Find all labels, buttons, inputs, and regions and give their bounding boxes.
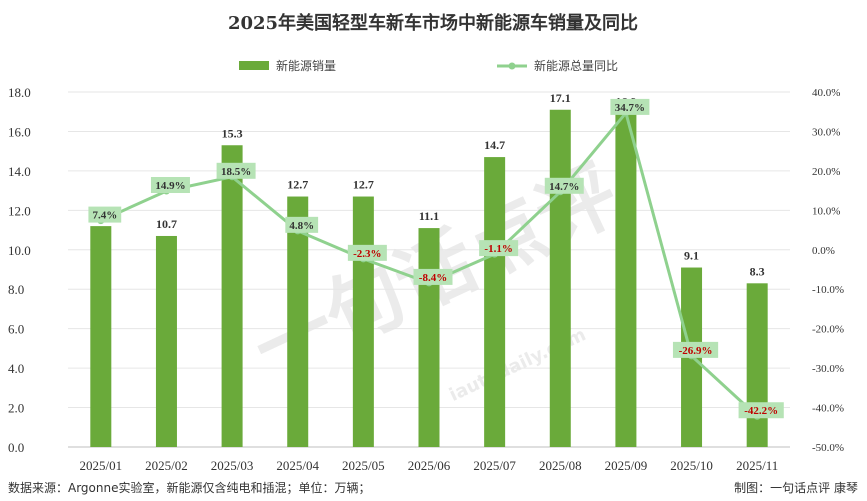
line-label: 4.8% (285, 216, 319, 233)
y-left-tick: 0.0 (8, 440, 24, 455)
chart-title: 2025年美国轻型车新车市场中新能源车销量及同比 (228, 12, 638, 34)
line-label-bg (672, 341, 719, 358)
x-tick: 2025/10 (670, 458, 713, 473)
line-label-text: -1.1% (484, 243, 512, 255)
bar (484, 157, 506, 448)
y-right-tick: 40.0% (812, 87, 840, 99)
y-axis-left: 0.0 2.0 4.0 6.0 8.0 10.0 12.0 14.0 16.0 18.0 (8, 85, 31, 455)
bar (287, 196, 309, 447)
bar-label: 14.7 (484, 138, 505, 152)
line-label-bg (150, 177, 190, 194)
bar (155, 235, 177, 447)
y-right-tick: -30.0% (812, 363, 844, 375)
footer-credit: 制图：一句话点评 康琴 (734, 480, 858, 495)
bar-label: 9.1 (684, 249, 699, 263)
line-label-bg (413, 268, 453, 285)
x-tick: 2025/07 (473, 458, 516, 473)
y-right-tick: 30.0% (812, 126, 840, 138)
line-label-text: -8.4% (419, 272, 447, 284)
bar (615, 113, 637, 447)
y-left-tick: 6.0 (8, 322, 24, 337)
line-label: -8.4% (413, 268, 453, 285)
x-tick: 2025/06 (408, 458, 451, 473)
x-tick: 2025/09 (605, 458, 648, 473)
legend-line-label: 新能源总量同比 (534, 58, 618, 73)
y-left-tick: 14.0 (8, 164, 31, 179)
line-label: 14.7% (544, 177, 584, 194)
line-label: -2.3% (347, 244, 387, 261)
x-tick: 2025/01 (80, 458, 123, 473)
line-label-text: 34.7% (615, 102, 645, 114)
line-label: 18.5% (216, 162, 256, 179)
bar (549, 109, 571, 447)
line-label: 14.9% (150, 177, 190, 194)
x-tick: 2025/11 (736, 458, 778, 473)
line-label-bg (88, 206, 122, 223)
legend: 新能源销量 新能源总量同比 (239, 58, 618, 73)
x-tick: 2025/08 (539, 458, 582, 473)
line-label-bg (610, 98, 650, 115)
line-label-text: -26.9% (679, 345, 713, 357)
bar-label: 12.7 (287, 178, 308, 192)
y-left-tick: 8.0 (8, 282, 24, 297)
y-right-tick: -40.0% (812, 403, 844, 415)
x-tick: 2025/03 (211, 458, 254, 473)
bar (221, 145, 243, 447)
bar-label: 11.1 (419, 209, 439, 223)
line-label-text: -42.2% (744, 405, 778, 417)
bar-label: 10.7 (156, 217, 177, 231)
y-right-tick: 20.0% (812, 166, 840, 178)
x-axis: 2025/01 2025/02 2025/03 2025/04 2025/05 2025/… (80, 458, 779, 473)
line-label-text: 7.4% (92, 210, 117, 222)
y-left-tick: 10.0 (8, 243, 31, 258)
y-left-tick: 18.0 (8, 85, 31, 100)
line-label-bg (738, 402, 784, 419)
legend-bar-swatch (239, 61, 269, 70)
bar (746, 283, 768, 447)
line-label-bg (544, 177, 584, 194)
x-tick: 2025/04 (276, 458, 319, 473)
footer-source: 数据来源：Argonne实验室，新能源仅含纯电和插混；单位：万辆； (8, 480, 371, 495)
line-label: 7.4% (88, 206, 122, 223)
line-label-text: -2.3% (353, 248, 381, 260)
line-label-text: 18.5% (221, 166, 251, 178)
bar-label: 8.3 (750, 264, 765, 278)
y-right-tick: 10.0% (812, 205, 840, 217)
bar-label: 12.7 (353, 178, 374, 192)
legend-bar-label: 新能源销量 (276, 58, 336, 73)
line-label-bg (479, 240, 519, 257)
line-label: -1.1% (479, 240, 519, 257)
line-label-bg (216, 162, 256, 179)
y-left-tick: 16.0 (8, 124, 31, 139)
legend-line-marker (508, 62, 516, 70)
line-label-text: 14.9% (155, 180, 185, 192)
line-label-text: 4.8% (289, 220, 314, 232)
bar-label: 17.1 (550, 91, 571, 105)
y-left-tick: 2.0 (8, 401, 24, 416)
line-label: 34.7% (610, 98, 650, 115)
y-left-tick: 4.0 (8, 361, 24, 376)
x-tick: 2025/05 (342, 458, 385, 473)
bar (418, 228, 440, 447)
bar-label: 15.3 (222, 126, 243, 140)
y-right-tick: 0.0% (812, 245, 835, 257)
y-right-tick: -10.0% (812, 284, 844, 296)
bar (352, 196, 374, 447)
y-right-tick: -50.0% (812, 442, 844, 454)
y-right-tick: -20.0% (812, 324, 844, 336)
bar (90, 226, 112, 447)
line-label-text: 14.7% (549, 181, 579, 193)
line-label: -26.9% (672, 341, 719, 358)
line-data-labels: 7.4% 14.9% 18.5% 4.8% -2.3% -8.4% -1.1% 14.7% 34… (88, 98, 784, 419)
line-label-bg (285, 216, 319, 233)
x-tick: 2025/02 (145, 458, 188, 473)
line-label: -42.2% (738, 402, 784, 419)
line-label-bg (347, 244, 387, 261)
y-left-tick: 12.0 (8, 203, 31, 218)
y-axis-right: -50.0% -40.0% -30.0% -20.0% -10.0% 0.0% 10.0% 2… (812, 87, 844, 454)
